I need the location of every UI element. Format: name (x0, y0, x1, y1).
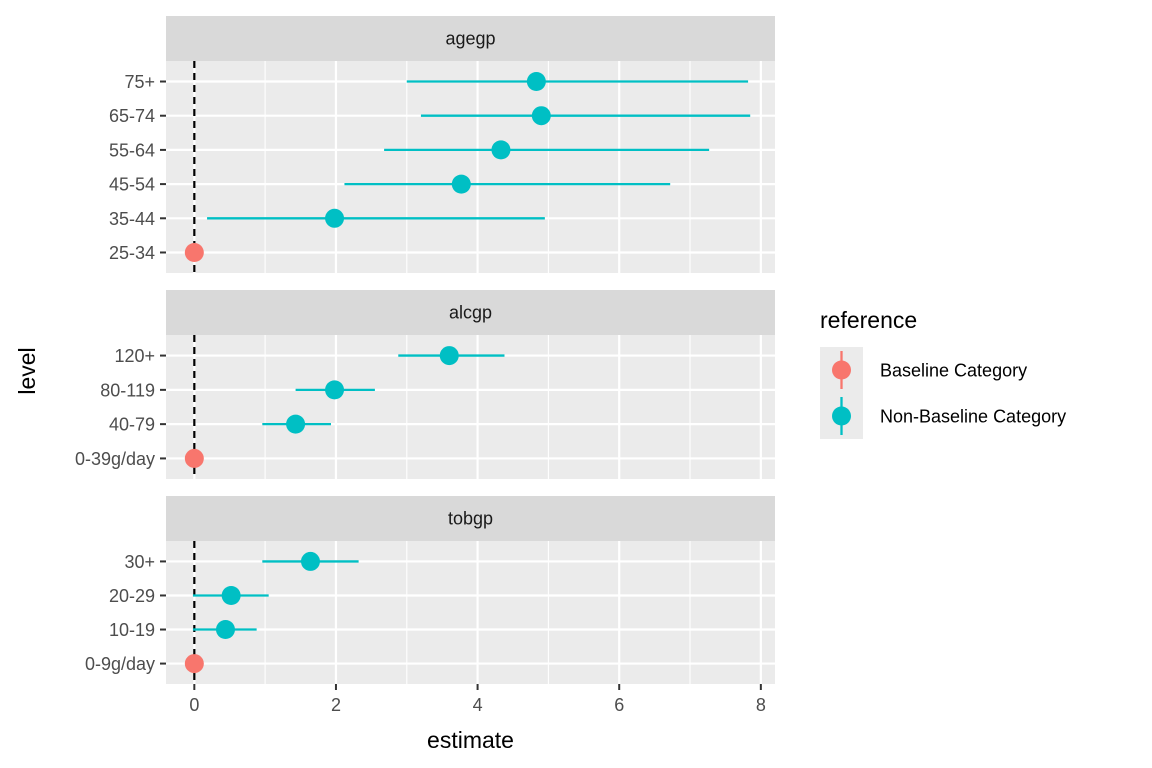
panel-background (166, 335, 775, 479)
facet-strip (166, 290, 775, 335)
y-tick-label: 10-19 (109, 620, 155, 640)
estimate-point (215, 620, 235, 640)
y-tick-label: 80-119 (100, 380, 155, 400)
estimate-point (221, 585, 241, 605)
estimate-point (286, 414, 306, 434)
x-axis-title: estimate (427, 727, 514, 753)
legend-title: reference (820, 307, 917, 333)
estimate-point (300, 551, 320, 571)
estimate-point (184, 242, 204, 262)
x-tick-label: 8 (756, 695, 766, 715)
y-tick-label: 40-79 (109, 415, 155, 435)
legend-key-point (832, 360, 851, 380)
panel-background (166, 61, 775, 273)
y-tick-label: 20-29 (109, 586, 155, 606)
legend-label: Baseline Category (880, 361, 1027, 381)
legend-item: Non-Baseline Category (820, 393, 1066, 439)
x-tick-label: 0 (189, 695, 199, 715)
y-tick-label: 25-34 (109, 243, 155, 263)
y-tick-label: 55-64 (109, 140, 155, 160)
facet-panels: agegp 75+ 65-74 55-64 45-54 35-44 25-34 alcgp 12… (75, 16, 775, 684)
estimate-point (325, 208, 345, 228)
legend-item: Baseline Category (820, 347, 1027, 393)
estimate-point (491, 140, 511, 160)
facet-alcgp: alcgp 120+ 80-119 40-79 0-39g/day (75, 290, 775, 479)
y-tick-label: 120+ (114, 346, 155, 366)
y-axis-title: level (14, 347, 40, 394)
y-tick-label: 75+ (124, 72, 155, 92)
legend-keys: Baseline Category Non-Baseline Category (820, 347, 1066, 439)
legend-label: Non-Baseline Category (880, 407, 1066, 427)
y-tick-label: 45-54 (109, 175, 155, 195)
y-tick-label: 0-39g/day (75, 449, 155, 469)
y-tick-label: 35-44 (109, 209, 155, 229)
estimate-point (325, 380, 345, 400)
x-axis: 0 2 4 6 8 (189, 684, 766, 715)
y-tick-label: 30+ (124, 552, 155, 572)
facet-tobgp: tobgp 30+ 20-29 10-19 0-9g/day (85, 496, 775, 684)
x-tick-label: 6 (614, 695, 624, 715)
facet-strip-label: agegp (445, 29, 495, 49)
panel-background (166, 541, 775, 684)
estimate-point (184, 448, 204, 468)
y-tick-label: 65-74 (109, 106, 155, 126)
estimate-point (439, 346, 459, 366)
facet-agegp: agegp 75+ 65-74 55-64 45-54 35-44 25-34 (109, 16, 775, 273)
estimate-point (531, 106, 551, 126)
facet-strip-label: alcgp (449, 303, 492, 323)
estimate-point (451, 174, 471, 194)
estimate-point (526, 72, 546, 92)
legend-key-point (832, 406, 851, 426)
y-tick-label: 0-9g/day (85, 654, 155, 674)
estimate-point (184, 654, 204, 674)
facet-strip (166, 496, 775, 541)
legend: reference Baseline Category Non-Baseline … (820, 307, 1066, 439)
x-tick-label: 4 (473, 695, 483, 715)
facet-strip (166, 16, 775, 61)
facet-strip-label: tobgp (448, 509, 493, 529)
x-tick-label: 2 (331, 695, 341, 715)
